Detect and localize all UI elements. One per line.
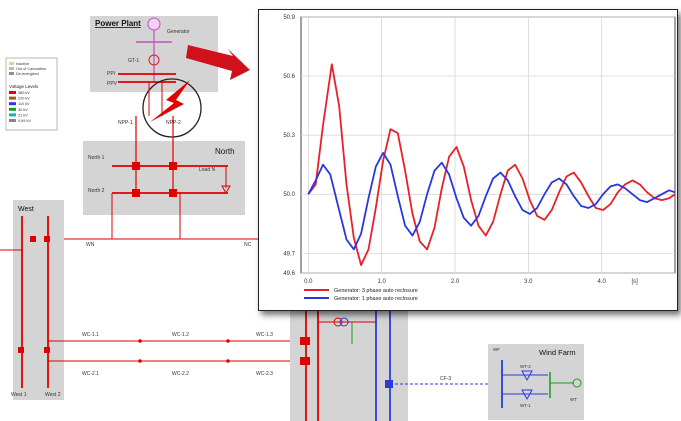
north-breaker-4[interactable] — [169, 189, 177, 197]
x-tick-label: 0.0 — [304, 279, 313, 285]
north1-label: North 1 — [88, 155, 105, 161]
y-tick-label: 50.3 — [283, 133, 295, 139]
legend-voltage-swatch — [9, 91, 16, 94]
legend-voltage-swatch — [9, 119, 16, 122]
north-box[interactable] — [83, 141, 245, 215]
legend-out: Out of Calculation — [16, 67, 46, 71]
north2-label: North 2 — [88, 188, 105, 194]
y-tick-label: 49.7 — [283, 251, 295, 257]
legend-entry: Generator: 3 phase auto reclosure — [334, 288, 418, 294]
frequency-plot-panel[interactable]: 49.6 49.7 50.0 50.3 50.6 50.9 0.0 1.0 2.0 3.0 4.0 [… — [258, 9, 678, 311]
legend-voltage-level: 21 kV — [18, 113, 28, 117]
legend-out-swatch — [9, 67, 14, 70]
wn-label: WN — [86, 242, 95, 248]
north-breaker-2[interactable] — [169, 162, 177, 170]
legend-voltage-swatch — [9, 113, 16, 117]
x-tick-label: 2.0 — [451, 279, 460, 285]
west-breaker-1[interactable] — [30, 236, 36, 242]
transformer-symbol[interactable] — [148, 54, 160, 66]
north-title: North — [215, 147, 235, 156]
west-title: West — [18, 206, 34, 213]
wt2-transformer-icon[interactable] — [521, 370, 533, 382]
load-arrow-icon — [221, 185, 231, 195]
wt2-label: WT-2 — [520, 364, 531, 369]
arrow-icon — [186, 45, 250, 80]
wt1-transformer-icon[interactable] — [521, 389, 533, 401]
legend-entry: Generator: 1 phase auto reclosure — [334, 296, 418, 302]
y-tick-label: 50.6 — [283, 74, 295, 80]
wind-generator-icon[interactable] — [572, 378, 582, 388]
legend-voltage-level: 30 kV — [18, 108, 28, 112]
legend-voltage-level: 220 kV — [18, 97, 30, 101]
legend-voltage-title: Voltage Levels — [9, 84, 39, 89]
central-breaker-3[interactable] — [385, 380, 393, 388]
wind-farm-title: Wind Farm — [539, 348, 576, 357]
west-breaker-3[interactable] — [18, 347, 24, 353]
fault-circle — [142, 78, 202, 138]
x-tick-label: 3.0 — [524, 279, 533, 285]
west1-label: West 1 — [11, 392, 27, 398]
wc11-label: WC-1.1 — [82, 332, 99, 338]
west-breaker-2[interactable] — [44, 236, 50, 242]
plot-area — [300, 16, 676, 274]
transformer-label: GT-1 — [128, 58, 139, 64]
legend-voltage-level: 0.69 kV — [18, 119, 31, 123]
wc2-node-2 — [226, 359, 230, 363]
legend-voltage-level: 380 kV — [18, 91, 30, 95]
legend-box — [5, 57, 58, 131]
nc-label: NC — [244, 242, 252, 248]
wc13-label: WC-1.3 — [256, 332, 273, 338]
x-axis-label: [s] — [631, 279, 638, 285]
wc1-node-1 — [138, 339, 142, 343]
west-box[interactable] — [13, 200, 64, 400]
legend-inactive: Inactive — [16, 62, 29, 66]
central-transformer-2[interactable] — [339, 317, 349, 327]
legend-voltage-swatch — [9, 96, 16, 100]
lightning-icon — [150, 80, 190, 122]
north-breaker-1[interactable] — [132, 162, 140, 170]
wc21-label: WC-2.1 — [82, 371, 99, 377]
cf3-label: CF-3 — [440, 376, 451, 382]
legend-voltage-swatch — [9, 102, 16, 106]
wc22-label: WC-2.2 — [172, 371, 189, 377]
y-tick-label: 50.0 — [283, 192, 295, 198]
legend-inactive-swatch — [9, 62, 14, 65]
north-breaker-3[interactable] — [132, 189, 140, 197]
central-breaker-1[interactable] — [300, 337, 310, 345]
wf-bus-label: WF — [493, 347, 500, 352]
central-transformer-1[interactable] — [333, 317, 343, 327]
ppv-label: PPV — [107, 81, 118, 87]
wind-farm-box[interactable] — [488, 344, 584, 420]
y-tick-label: 49.6 — [283, 271, 295, 277]
wc12-label: WC-1.2 — [172, 332, 189, 338]
central-breaker-2[interactable] — [300, 357, 310, 365]
legend-deenergized: De-energized — [16, 72, 39, 76]
west-breaker-4[interactable] — [44, 347, 50, 353]
series-line-1 — [307, 63, 676, 267]
wt-gen-label: WT — [570, 397, 577, 402]
npp1-label: NPP-1 — [118, 120, 133, 126]
generator-symbol[interactable] — [147, 17, 161, 31]
wc23-label: WC-2.3 — [256, 371, 273, 377]
x-tick-label: 1.0 — [377, 279, 386, 285]
x-tick-label: 4.0 — [597, 279, 606, 285]
wc2-node-1 — [138, 359, 142, 363]
wc1-node-2 — [226, 339, 230, 343]
generator-label: Generator — [167, 29, 190, 35]
series-line-2 — [307, 151, 676, 251]
legend-deenergized-swatch — [9, 72, 14, 75]
frequency-chart: 49.6 49.7 50.0 50.3 50.6 50.9 0.0 1.0 2.0 3.0 4.0 [… — [283, 15, 676, 302]
load-n-label: Load N — [199, 167, 216, 173]
power-plant-title: Power Plant — [95, 19, 141, 28]
legend-voltage-level: 110 kV — [18, 102, 30, 106]
west2-label: West 2 — [45, 392, 61, 398]
legend-voltage-swatch — [9, 107, 16, 111]
wt1-label: WT-1 — [520, 403, 531, 408]
ppi-label: PPI — [107, 71, 115, 77]
y-tick-label: 50.9 — [283, 15, 295, 21]
